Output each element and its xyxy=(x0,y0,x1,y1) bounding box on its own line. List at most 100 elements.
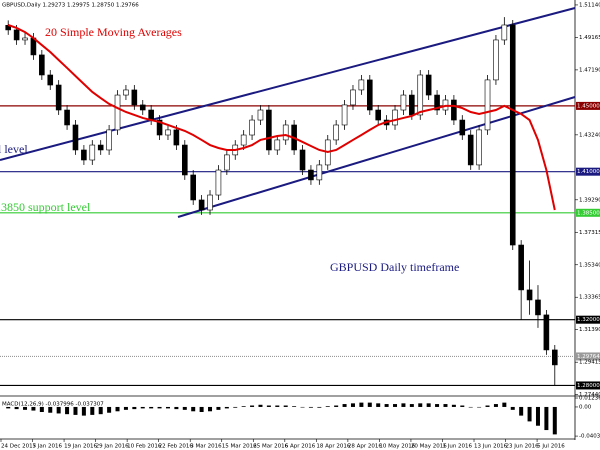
candle-body xyxy=(358,79,365,91)
candle-body xyxy=(459,119,466,136)
x-tick-label: 29 Jan 2016 xyxy=(96,444,129,450)
macd-bar xyxy=(300,406,305,408)
macd-bar xyxy=(157,406,162,409)
macd-bar xyxy=(132,406,137,410)
y-tick-label: 1.43240 xyxy=(579,132,600,138)
macd-bar xyxy=(216,406,221,410)
macd-bar xyxy=(418,403,423,407)
y-tick-label: 1.27440 xyxy=(579,392,600,398)
macd-bar xyxy=(359,402,364,407)
candle-body xyxy=(139,104,146,111)
macd-bar xyxy=(115,406,120,412)
candle-body xyxy=(81,149,87,161)
macd-bar xyxy=(325,406,330,407)
candle-body xyxy=(282,124,289,141)
macd-tick-label: 0.00 xyxy=(579,404,592,410)
candle-body xyxy=(89,144,96,161)
macd-bar xyxy=(468,406,473,408)
macd-bar xyxy=(123,406,128,410)
x-tick-label: 10 May 2016 xyxy=(379,444,415,450)
macd-bar xyxy=(182,406,187,410)
macd-bar xyxy=(165,406,170,409)
macd-bar xyxy=(266,405,271,407)
candle-body xyxy=(299,149,306,171)
y-tick-label: 1.31390 xyxy=(579,327,600,333)
annotation: .3850 support level xyxy=(0,200,91,214)
candle-body xyxy=(501,24,508,41)
candle-body xyxy=(215,169,222,196)
macd-bar xyxy=(65,406,70,415)
y-tick-label: 1.51140 xyxy=(579,2,600,8)
x-tick-label: 3 Mar 2016 xyxy=(190,444,222,450)
macd-bar xyxy=(485,405,490,407)
candle-body xyxy=(106,129,112,151)
x-tick-label: 5 Jul 2016 xyxy=(537,444,565,450)
candle-body xyxy=(350,89,356,106)
y-tick-label: 1.29415 xyxy=(579,360,600,366)
macd-bar xyxy=(502,402,507,407)
x-tick-label: 22 Feb 2016 xyxy=(159,444,194,450)
macd-bar xyxy=(535,406,540,426)
macd-bar xyxy=(342,404,347,407)
macd-bar xyxy=(233,406,238,408)
macd-bar xyxy=(31,406,36,411)
x-tick-label: 13 Jun 2016 xyxy=(474,444,508,450)
candle-body xyxy=(131,89,138,106)
macd-bar xyxy=(510,406,515,410)
macd-bar xyxy=(6,406,11,409)
candle-body xyxy=(207,194,213,211)
macd-bar xyxy=(140,406,145,409)
y-tick-label: 1.33365 xyxy=(579,295,600,301)
x-tick-label: 6 Apr 2016 xyxy=(285,444,316,450)
level-label: 1.29764 xyxy=(577,354,600,360)
candle-body xyxy=(114,94,121,131)
candle-body xyxy=(392,109,398,126)
macd-bar xyxy=(258,404,263,407)
macd-bar xyxy=(519,406,524,416)
macd-bar xyxy=(384,404,389,407)
x-tick-label: 18 Apr 2016 xyxy=(316,444,351,450)
x-tick-label: 15 Mar 2016 xyxy=(222,444,257,450)
level-label-box xyxy=(576,315,600,324)
macd-bar xyxy=(426,403,431,407)
candle-body xyxy=(274,139,281,151)
candle-body xyxy=(240,134,247,146)
y-tick-label: 1.39290 xyxy=(579,197,600,203)
level-label-box xyxy=(576,208,600,217)
x-tick-label: 23 Jun 2016 xyxy=(506,444,540,450)
candle-body xyxy=(173,129,180,146)
level-label-box xyxy=(576,167,600,176)
annotation: l level xyxy=(0,142,28,156)
sma-line xyxy=(7,24,556,211)
candle-body xyxy=(72,124,79,151)
candle-body xyxy=(64,109,70,126)
level-label: 1.38500 xyxy=(577,210,600,216)
x-tick-label: 25 Mar 2016 xyxy=(253,444,288,450)
macd-bar xyxy=(552,406,557,435)
candle-body xyxy=(484,79,491,131)
macd-bar xyxy=(149,406,154,409)
chart-title: GBPUSD,Daily 1.29273 1.29975 1.28750 1.2… xyxy=(2,3,139,9)
candle-body xyxy=(13,29,20,41)
candle-body xyxy=(165,129,171,136)
macd-bar xyxy=(317,406,322,408)
level-label: 1.32000 xyxy=(577,317,600,323)
macd-bar xyxy=(39,406,44,413)
candle-body xyxy=(535,299,541,316)
candle-body xyxy=(476,129,482,166)
candle-body xyxy=(543,314,550,351)
y-tick-label: 1.49165 xyxy=(579,35,600,41)
macd-bar xyxy=(56,406,61,414)
macd-bar xyxy=(334,405,339,407)
x-tick-label: 7 Jan 2016 xyxy=(33,444,63,450)
macd-bar xyxy=(283,405,288,407)
candle-body xyxy=(425,74,432,96)
candle-body xyxy=(47,74,54,86)
macd-bar xyxy=(435,404,440,407)
x-tick-label: 20 May 2016 xyxy=(411,444,447,450)
candle-body xyxy=(400,94,407,111)
macd-bar xyxy=(241,406,246,407)
macd-bar xyxy=(81,406,86,416)
macd-bar xyxy=(191,406,196,412)
